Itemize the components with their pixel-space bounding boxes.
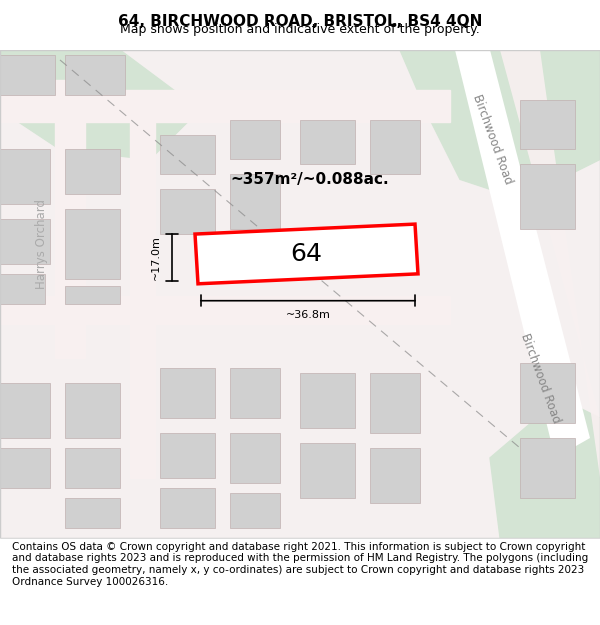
- Bar: [230, 492, 280, 528]
- Bar: [520, 164, 575, 229]
- Text: Harrys Orchard: Harrys Orchard: [35, 199, 49, 289]
- Bar: [370, 373, 420, 433]
- Bar: [65, 55, 125, 95]
- Bar: [520, 100, 575, 149]
- Bar: [0, 219, 50, 264]
- Bar: [300, 373, 355, 428]
- Bar: [520, 438, 575, 498]
- Polygon shape: [455, 50, 590, 458]
- Text: 64: 64: [290, 242, 323, 266]
- Bar: [0, 55, 55, 95]
- Bar: [300, 119, 355, 164]
- Bar: [55, 80, 85, 358]
- Bar: [0, 149, 50, 204]
- Polygon shape: [400, 50, 600, 199]
- Text: ~36.8m: ~36.8m: [286, 309, 331, 319]
- Bar: [230, 174, 280, 229]
- Bar: [230, 433, 280, 482]
- Text: ~357m²/~0.088ac.: ~357m²/~0.088ac.: [230, 172, 389, 187]
- Bar: [65, 209, 120, 279]
- Bar: [160, 189, 215, 234]
- Text: ~17.0m: ~17.0m: [151, 235, 161, 280]
- Polygon shape: [445, 50, 600, 478]
- Bar: [0, 448, 50, 488]
- Bar: [520, 363, 575, 423]
- Text: Contains OS data © Crown copyright and database right 2021. This information is : Contains OS data © Crown copyright and d…: [12, 542, 588, 587]
- Bar: [160, 368, 215, 418]
- Polygon shape: [490, 398, 600, 538]
- Bar: [65, 383, 120, 438]
- Bar: [160, 433, 215, 478]
- Bar: [230, 119, 280, 159]
- Bar: [65, 448, 120, 488]
- Polygon shape: [0, 50, 200, 159]
- Bar: [300, 443, 355, 498]
- Bar: [0, 274, 45, 304]
- Bar: [160, 134, 215, 174]
- Bar: [370, 119, 420, 174]
- Bar: [160, 488, 215, 528]
- Polygon shape: [195, 224, 418, 284]
- Bar: [0, 296, 450, 324]
- Text: Birchwood Road: Birchwood Road: [470, 92, 514, 186]
- Bar: [65, 149, 120, 194]
- Bar: [130, 119, 155, 477]
- Bar: [230, 368, 280, 418]
- Text: Birchwood Road: Birchwood Road: [518, 332, 562, 425]
- Text: 64, BIRCHWOOD ROAD, BRISTOL, BS4 4QN: 64, BIRCHWOOD ROAD, BRISTOL, BS4 4QN: [118, 14, 482, 29]
- Text: Map shows position and indicative extent of the property.: Map shows position and indicative extent…: [120, 23, 480, 36]
- Bar: [65, 498, 120, 528]
- Bar: [0, 90, 450, 122]
- Bar: [370, 448, 420, 503]
- Bar: [65, 286, 120, 304]
- Bar: [0, 383, 50, 438]
